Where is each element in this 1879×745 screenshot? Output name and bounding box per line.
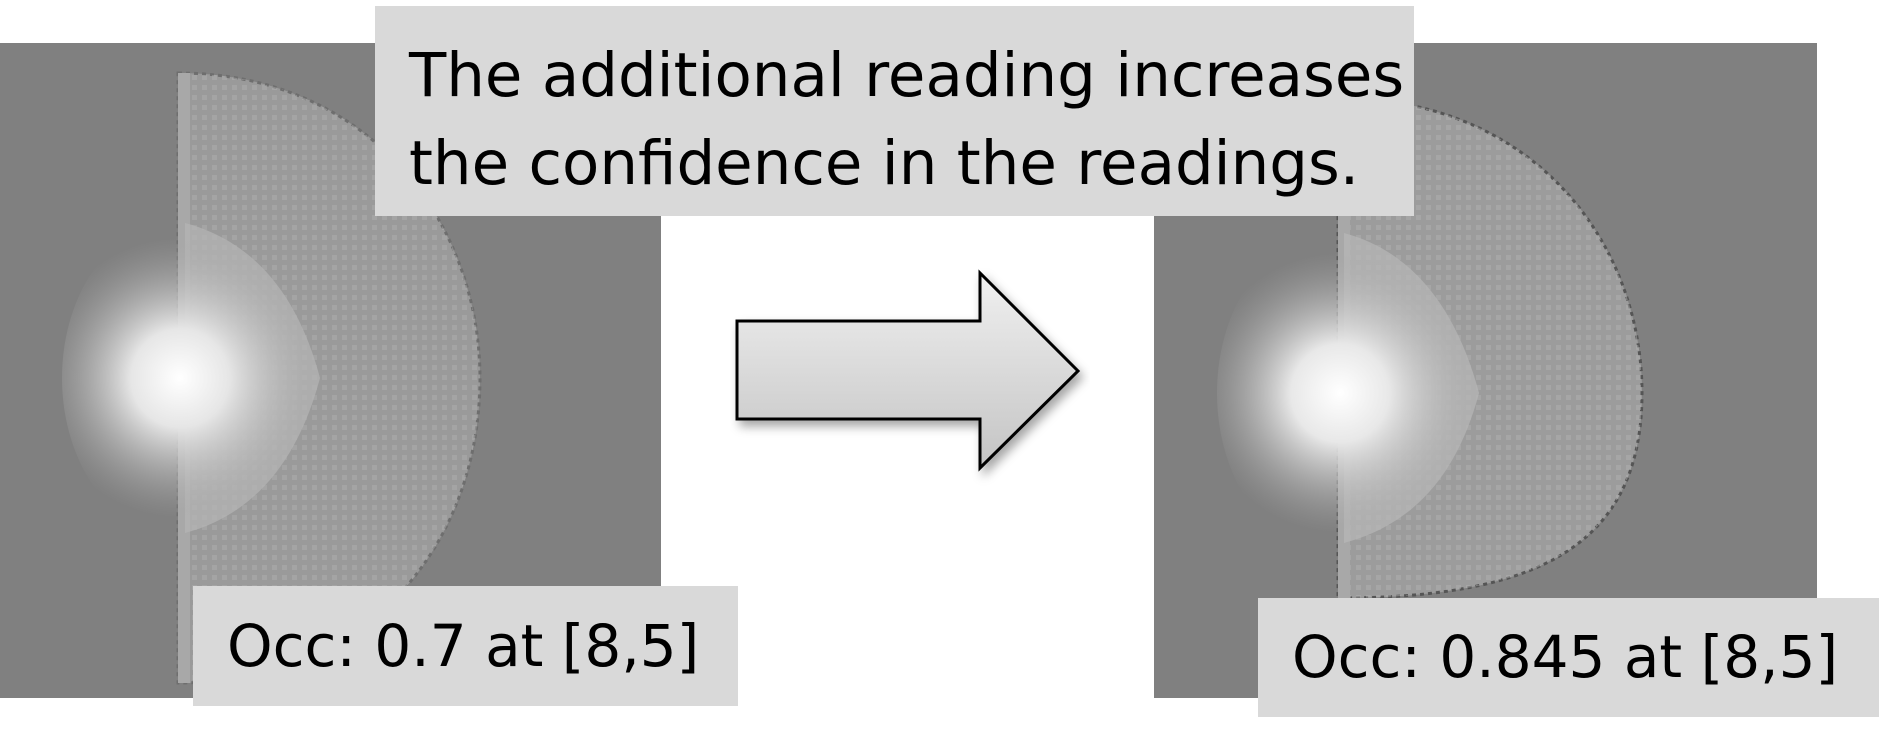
caption-box: The additional reading increases the con… — [375, 6, 1414, 216]
occupancy-label-after: Occ: 0.845 at [8,5] — [1258, 598, 1879, 717]
occupancy-grid-after — [1154, 43, 1817, 698]
sensor-hotspot — [1217, 228, 1467, 558]
sensor-hotspot — [62, 218, 302, 538]
caption-line-1: The additional reading increases — [409, 40, 1405, 111]
sensor-cone-before — [62, 71, 482, 685]
occupancy-label-before: Occ: 0.7 at [8,5] — [193, 586, 738, 706]
right-arrow-icon — [735, 269, 1081, 472]
caption-line-2: the confidence in the readings. — [409, 128, 1360, 199]
sensor-cone-after — [1217, 96, 1644, 600]
